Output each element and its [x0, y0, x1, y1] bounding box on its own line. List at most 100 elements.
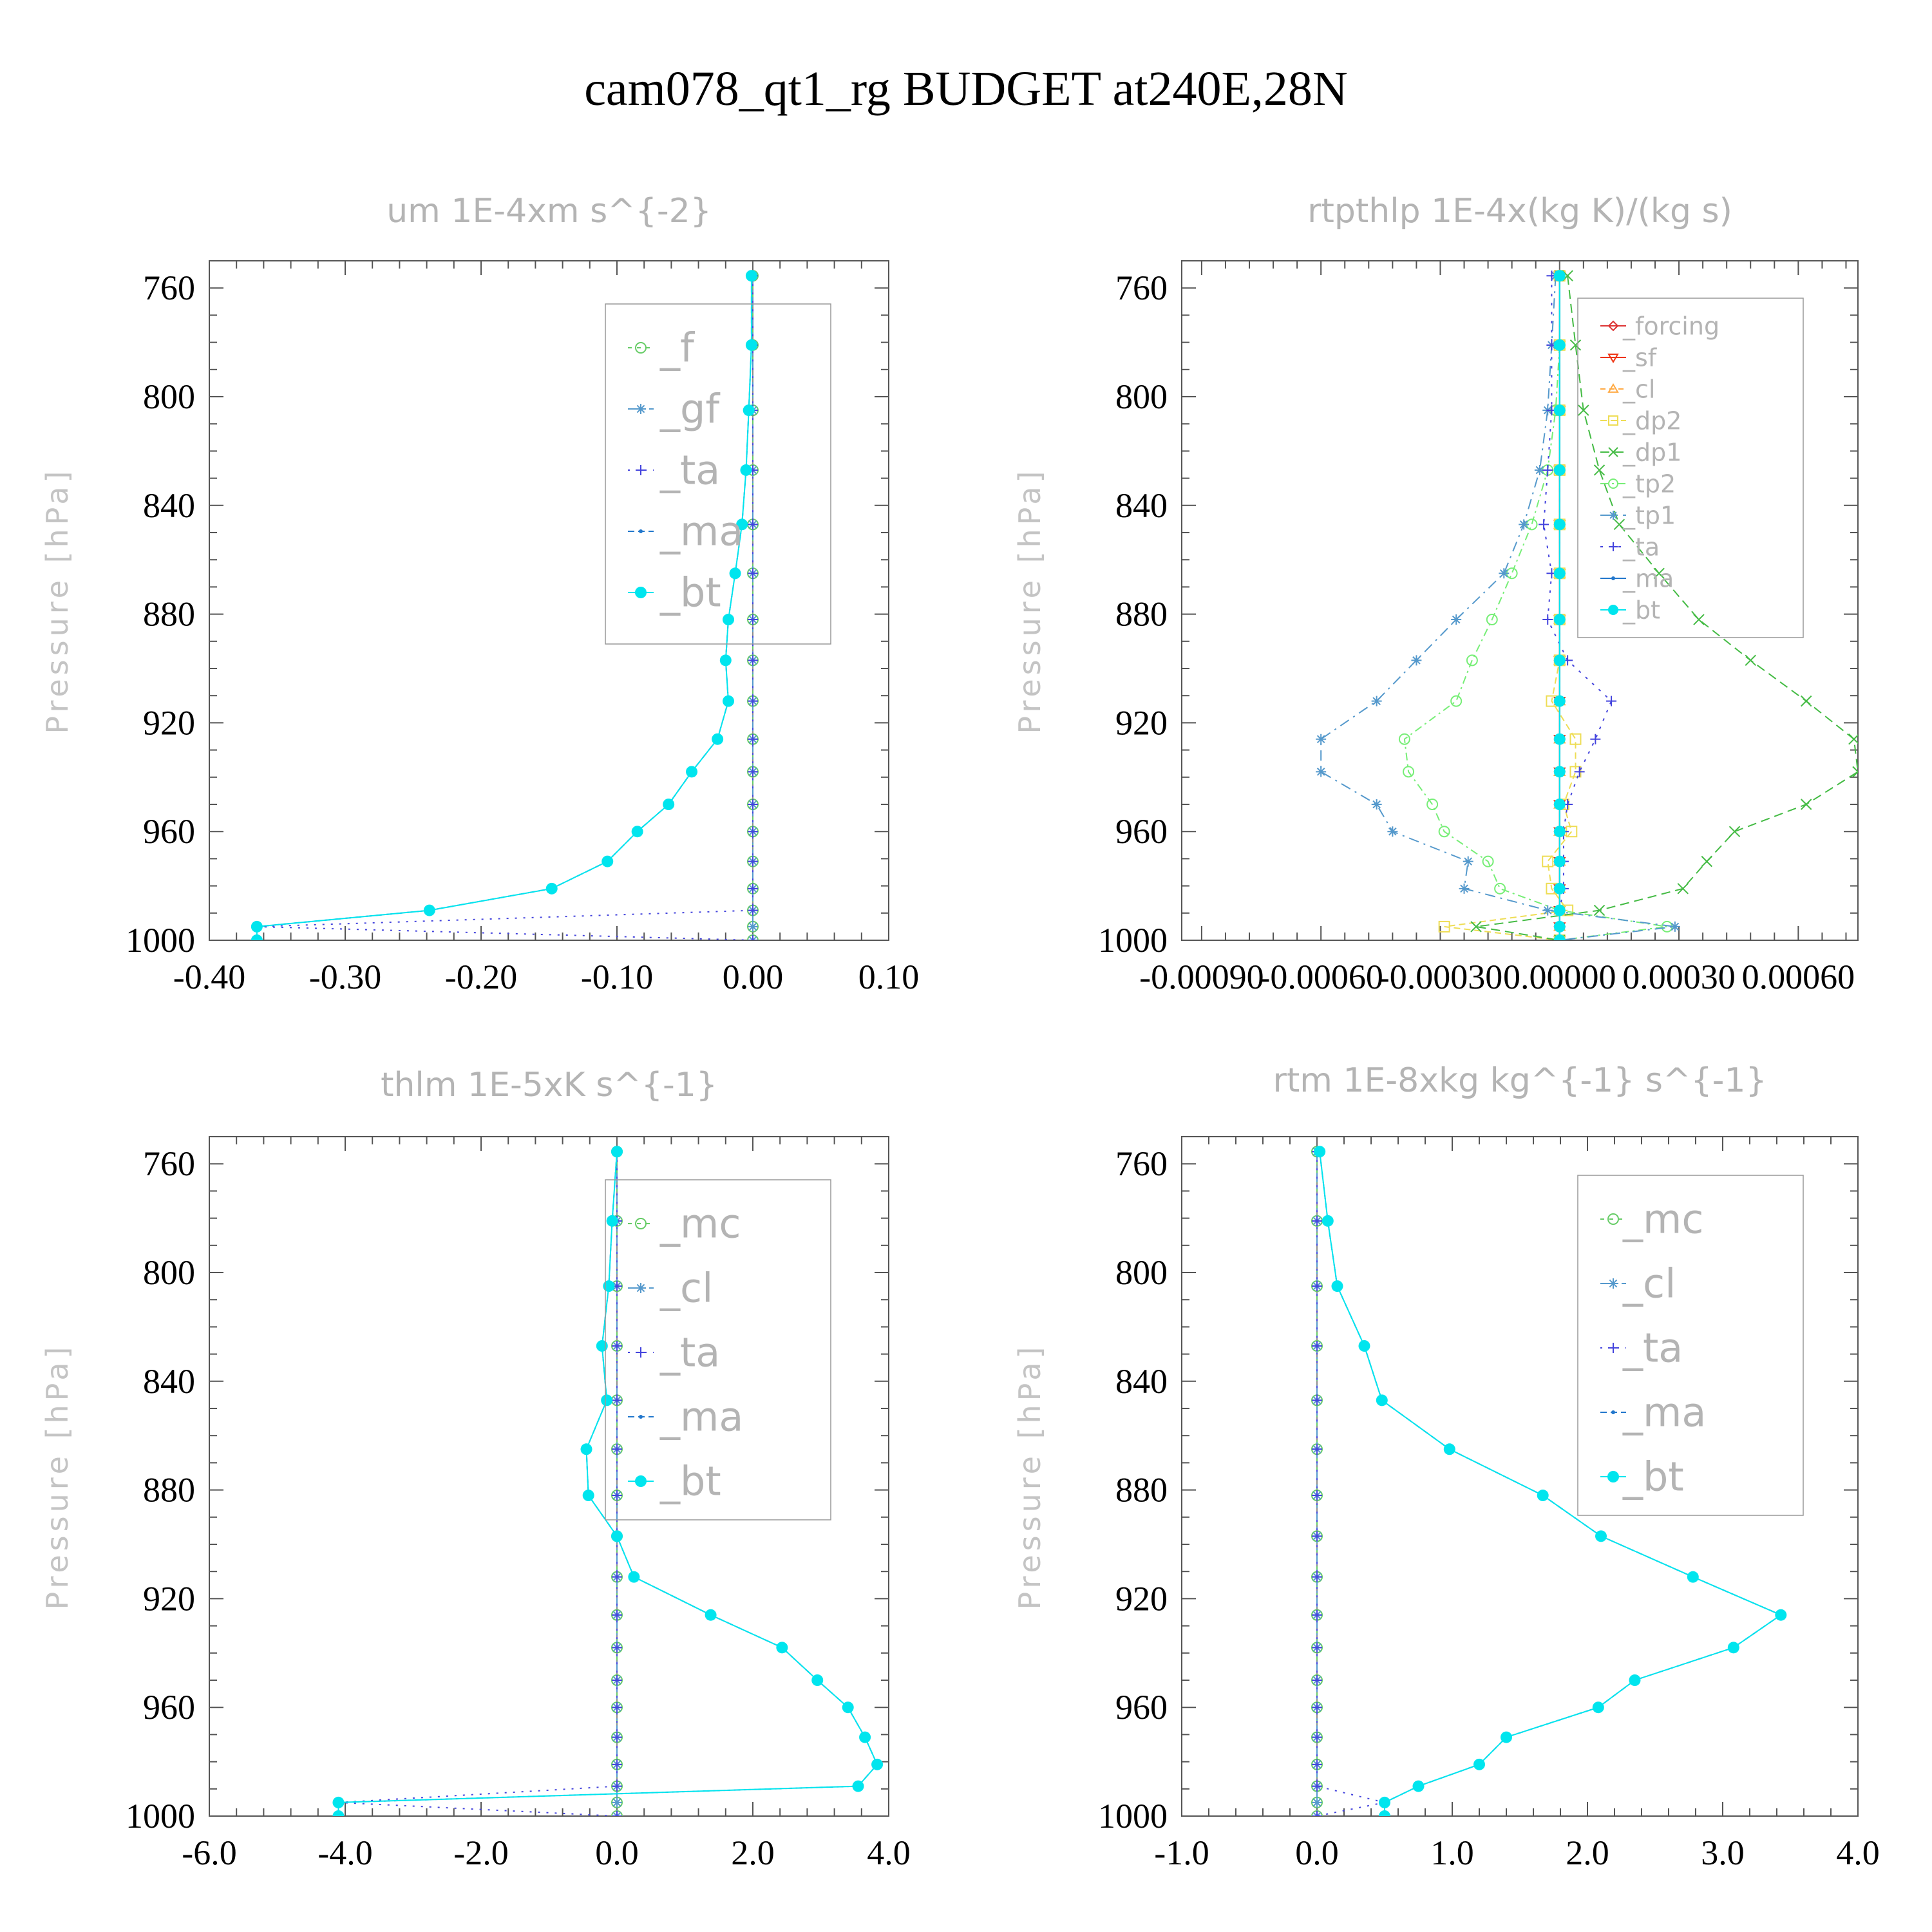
- y-tick-label: 920: [143, 1579, 195, 1618]
- data-point: [1312, 1675, 1322, 1685]
- plot-frame: [1181, 260, 1859, 941]
- panel-title: um 1E-4xm s^{-2}: [386, 192, 712, 231]
- series-tp1: [1316, 270, 1680, 940]
- data-point: [1312, 1215, 1322, 1226]
- legend-item: _ma: [1600, 1389, 1706, 1436]
- data-point: [748, 826, 758, 837]
- chart-panel-4: rtm 1E-8xkg kg^{-1} s^{-1} Pressure [hPa]…: [1012, 1061, 1880, 1872]
- legend-label: _dp1: [1622, 438, 1681, 466]
- data-point: [740, 464, 752, 476]
- legend-item: _ma: [628, 1394, 743, 1441]
- data-point: [1312, 1642, 1322, 1653]
- data-point: [748, 921, 758, 932]
- y-tick-label: 880: [1115, 595, 1168, 634]
- legend-item: _sf: [1600, 343, 1658, 372]
- data-point: [1553, 464, 1566, 476]
- x-tick-label: -0.00090: [1139, 958, 1264, 996]
- data-point: [1553, 567, 1566, 580]
- data-point: [1450, 695, 1463, 707]
- data-point: [1466, 654, 1478, 667]
- data-point: [1494, 882, 1506, 895]
- data-point: [729, 567, 741, 580]
- data-point: [743, 404, 755, 417]
- legend-item: _bt: [628, 569, 721, 616]
- data-point: [723, 695, 735, 707]
- y-tick-label: 800: [1115, 1253, 1168, 1292]
- y-tick-label: 760: [143, 269, 195, 307]
- data-point: [686, 766, 698, 778]
- legend: _mc _cl _ta _ma _bt: [605, 1179, 831, 1520]
- data-point: [1403, 766, 1415, 778]
- data-point: [332, 1796, 345, 1808]
- x-tick-label: 3.0: [1701, 1833, 1745, 1872]
- data-point: [1553, 882, 1566, 895]
- legend-item: _dp1: [1600, 438, 1681, 466]
- plot-frame: [209, 1136, 889, 1817]
- data-point: [748, 935, 758, 940]
- x-tick-label: 0.00: [723, 958, 784, 996]
- data-point: [1775, 1609, 1787, 1621]
- data-point: [1321, 1215, 1334, 1227]
- legend-item: _tp1: [1600, 501, 1676, 529]
- y-tick-label: 880: [143, 595, 195, 634]
- y-tick-label: 760: [143, 1144, 195, 1183]
- x-tick-label: 0.0: [595, 1833, 639, 1872]
- data-point: [1852, 766, 1858, 778]
- data-point: [1379, 1796, 1390, 1808]
- data-point: [596, 1340, 608, 1352]
- legend-label: _ta: [1622, 1325, 1683, 1372]
- data-point: [1553, 826, 1566, 838]
- plot-frame: [209, 260, 889, 941]
- data-point: [1411, 655, 1422, 666]
- legend-item: _bt: [1600, 1454, 1684, 1501]
- data-point: [612, 1490, 622, 1501]
- legend-item: _mc: [628, 1200, 741, 1247]
- x-tick-label: -4.0: [317, 1833, 372, 1872]
- data-point: [631, 826, 643, 838]
- data-point: [1316, 766, 1327, 777]
- legend-item: _bt: [628, 1458, 721, 1505]
- x-tick-label: -0.00030: [1378, 958, 1502, 996]
- data-point: [1312, 1609, 1322, 1620]
- legend-label: _mc: [659, 1200, 741, 1247]
- data-point: [1542, 905, 1553, 916]
- data-point: [1553, 654, 1566, 667]
- data-point: [663, 799, 675, 810]
- legend-label: _bt: [659, 1458, 721, 1505]
- data-point: [1728, 826, 1741, 837]
- data-point: [1593, 904, 1605, 916]
- data-point: [1801, 695, 1812, 707]
- legend-item: _ta: [628, 1329, 720, 1376]
- data-point: [859, 1731, 871, 1743]
- data-point: [1438, 920, 1450, 933]
- data-point: [1553, 934, 1566, 940]
- data-point: [1613, 518, 1625, 531]
- legend-label: _ma: [1622, 564, 1674, 592]
- data-point: [1669, 921, 1680, 932]
- data-point: [776, 1642, 788, 1654]
- data-point: [1534, 464, 1545, 475]
- series-dp1: [1470, 270, 1858, 940]
- data-point: [1553, 518, 1566, 531]
- data-point: [1553, 733, 1566, 745]
- data-point: [1537, 1490, 1549, 1502]
- legend-label: _cl: [659, 1265, 713, 1312]
- data-point: [1593, 464, 1605, 476]
- chart-panel-2: rtpthlp 1E-4x(kg K)/(kg s) Pressure [hPa]…: [1012, 192, 1859, 996]
- x-tick-label: 1.0: [1430, 1833, 1474, 1872]
- data-point: [1459, 883, 1470, 894]
- y-tick-label: 800: [143, 377, 195, 416]
- data-point: [1574, 766, 1585, 777]
- legend-item: _ma: [1600, 564, 1674, 592]
- x-tick-label: 0.10: [858, 958, 920, 996]
- legend-item: _cl: [1600, 1260, 1676, 1307]
- x-tick-label: -0.30: [309, 958, 381, 996]
- data-point: [1553, 766, 1566, 778]
- data-point: [612, 1702, 622, 1713]
- legend-item: _mc: [1600, 1196, 1703, 1243]
- x-tick-label: -0.40: [173, 958, 245, 996]
- y-tick-label: 1000: [126, 1797, 195, 1835]
- data-point: [1486, 614, 1498, 626]
- x-tick-label: 0.00030: [1622, 958, 1736, 996]
